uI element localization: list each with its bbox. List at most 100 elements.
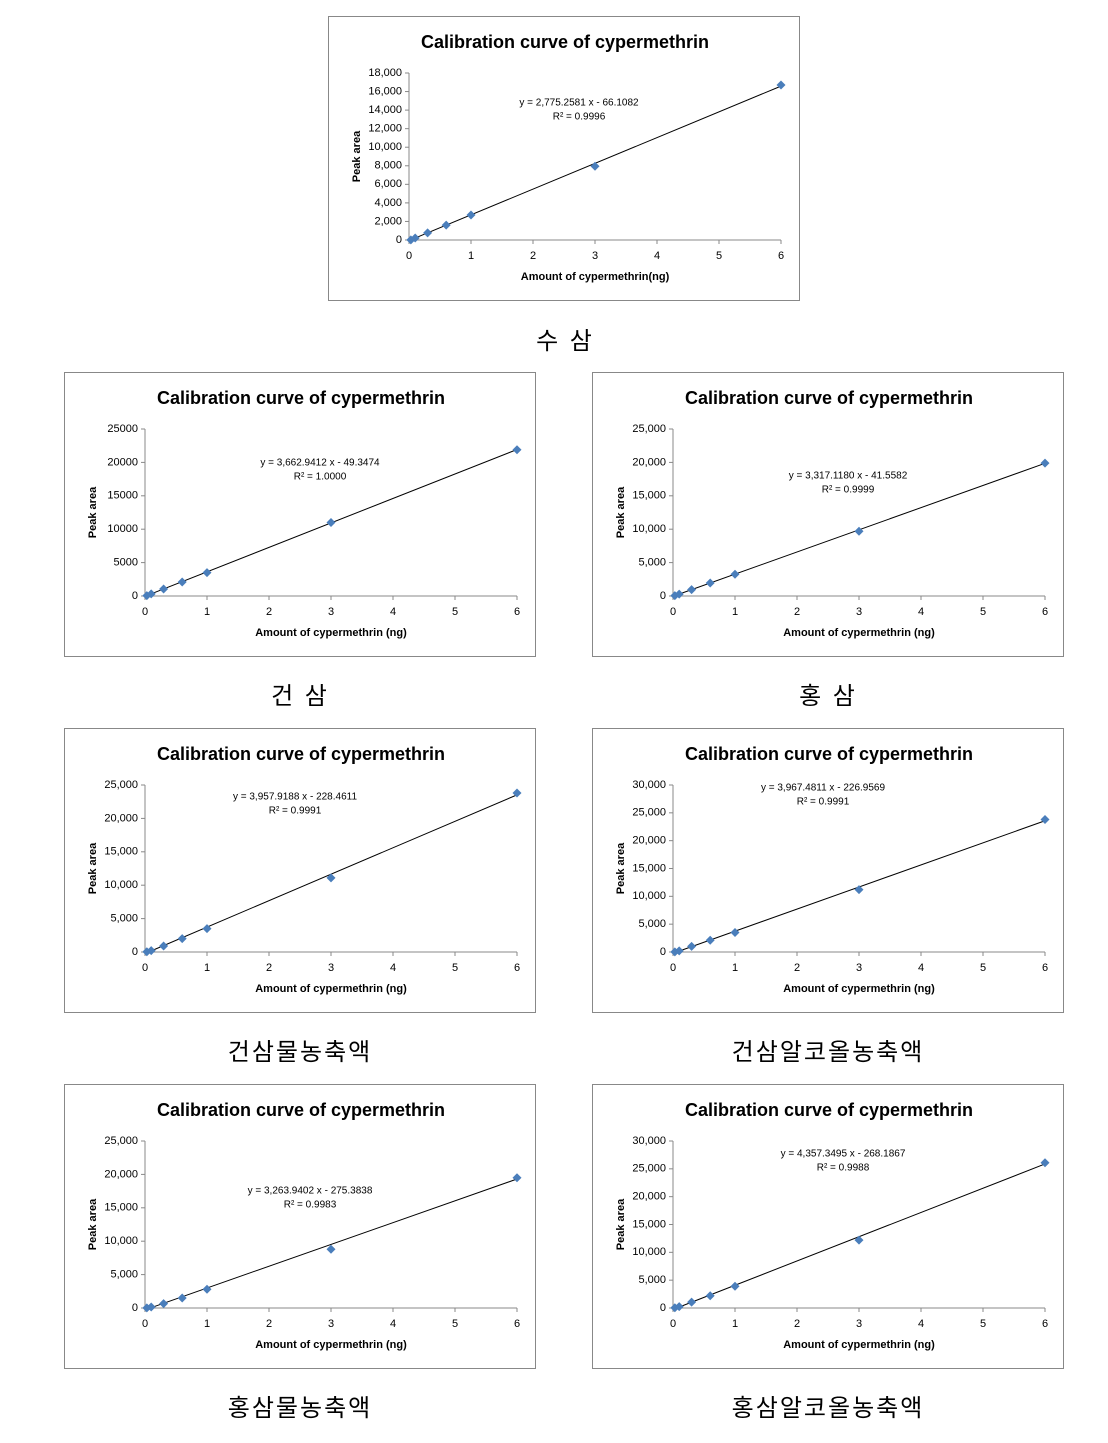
y-tick-label: 10000 [107, 523, 138, 535]
equation: y = 3,662.9412 x - 49.3474 [260, 458, 380, 469]
data-point [512, 1173, 522, 1183]
y-tick-label: 0 [660, 1302, 666, 1314]
y-tick-label: 0 [132, 946, 138, 958]
r-squared: R² = 0.9983 [284, 1200, 337, 1211]
chart-title: Calibration curve of cypermethrin [157, 744, 445, 764]
chart: Calibration curve of cypermethrin 0 5,000 1… [615, 1100, 1050, 1351]
y-tick-label: 20,000 [632, 835, 666, 847]
data-point [202, 924, 212, 934]
data-point [202, 568, 212, 578]
chart-title: Calibration curve of cypermethrin [685, 1100, 973, 1120]
y-tick-label: 14,000 [368, 104, 402, 116]
x-tick-label: 1 [204, 1318, 210, 1330]
x-tick-label: 2 [794, 1318, 800, 1330]
y-axis-label: Peak area [615, 842, 627, 894]
x-tick-label: 3 [328, 1318, 334, 1330]
y-tick-label: 6,000 [374, 178, 402, 190]
data-point [177, 577, 187, 587]
data-point [705, 578, 715, 588]
equation: y = 3,957.9188 x - 228.4611 [233, 792, 358, 803]
caption: 건삼알코올농축액 [731, 1038, 925, 1066]
data-point [159, 584, 169, 594]
x-tick-label: 3 [592, 250, 598, 262]
x-axis-label: Amount of cypermethrin (ng) [783, 1339, 935, 1351]
chart-title: Calibration curve of cypermethrin [685, 388, 973, 408]
data-point [1040, 458, 1050, 468]
chart-panel: Calibration curve of cypermethrin 0 5000 10… [64, 372, 536, 657]
data-point [854, 1235, 864, 1245]
x-tick-label: 1 [732, 606, 738, 618]
chart: Calibration curve of cypermethrin0500010… [87, 388, 522, 639]
x-tick-label: 3 [328, 606, 334, 618]
chart-panel: Calibration curve of cypermethrin 0 2,000 4… [328, 16, 800, 301]
y-tick-label: 10,000 [632, 1246, 666, 1258]
y-tick-label: 5,000 [638, 557, 666, 569]
x-tick-label: 3 [856, 962, 862, 974]
x-tick-label: 2 [794, 606, 800, 618]
x-tick-label: 6 [778, 250, 784, 262]
y-axis-label: Peak area [87, 1198, 99, 1250]
y-tick-label: 15,000 [632, 862, 666, 874]
x-tick-label: 6 [1042, 962, 1048, 974]
r-squared: R² = 0.9999 [822, 485, 875, 496]
y-tick-label: 25,000 [104, 1135, 138, 1147]
x-tick-label: 0 [670, 1318, 676, 1330]
chart-panel: Calibration curve of cypermethrin 0 5,000 1… [64, 728, 536, 1013]
caption: 건삼물농축액 [227, 1038, 373, 1066]
x-tick-label: 3 [328, 962, 334, 974]
y-axis-label: Peak area [87, 842, 99, 894]
y-tick-label: 4,000 [374, 197, 402, 209]
y-tick-label: 12,000 [368, 123, 402, 135]
x-tick-label: 5 [452, 962, 458, 974]
x-tick-label: 6 [514, 1318, 520, 1330]
data-point [776, 80, 786, 90]
data-point [854, 526, 864, 536]
chart-panel: Calibration curve of cypermethrin 0 5,000 1… [592, 372, 1064, 657]
data-point [326, 518, 336, 528]
y-tick-label: 18,000 [368, 67, 402, 79]
x-tick-label: 4 [654, 250, 660, 262]
y-tick-label: 5,000 [110, 913, 138, 925]
x-tick-label: 5 [452, 606, 458, 618]
x-tick-label: 4 [918, 962, 924, 974]
x-tick-label: 0 [670, 606, 676, 618]
x-tick-label: 5 [716, 250, 722, 262]
y-tick-label: 0 [396, 234, 402, 246]
x-tick-label: 6 [514, 962, 520, 974]
data-point [687, 941, 697, 951]
trendline [674, 1163, 1046, 1310]
data-point [177, 934, 187, 944]
x-tick-label: 2 [794, 962, 800, 974]
x-axis-label: Amount of cypermethrin (ng) [255, 1339, 407, 1351]
chart-title: Calibration curve of cypermethrin [157, 1100, 445, 1120]
equation: y = 2,775.2581 x - 66.1082 [519, 98, 639, 109]
x-tick-label: 0 [142, 1318, 148, 1330]
chart: Calibration curve of cypermethrin 0 5,000 1… [87, 1100, 522, 1351]
x-tick-label: 6 [1042, 1318, 1048, 1330]
data-point [854, 885, 864, 895]
data-point [705, 1291, 715, 1301]
x-tick-label: 4 [390, 1318, 396, 1330]
data-point [1040, 1158, 1050, 1168]
y-tick-label: 10,000 [104, 1235, 138, 1247]
r-squared: R² = 0.9996 [553, 112, 606, 123]
x-tick-label: 5 [980, 1318, 986, 1330]
x-tick-label: 0 [142, 606, 148, 618]
x-tick-label: 2 [266, 606, 272, 618]
equation: y = 3,317.1180 x - 41.5582 [789, 471, 908, 482]
y-tick-label: 15,000 [632, 1218, 666, 1230]
data-point [512, 445, 522, 455]
x-axis-label: Amount of cypermethrin (ng) [255, 627, 407, 639]
chart-panel: Calibration curve of cypermethrin 0 5,000 1… [592, 1084, 1064, 1369]
chart: Calibration curve of cypermethrin 0 2,000 4… [351, 32, 786, 283]
data-point [142, 591, 152, 601]
data-point [705, 935, 715, 945]
x-tick-label: 5 [980, 606, 986, 618]
equation: y = 3,263.9402 x - 275.3838 [248, 1186, 373, 1197]
y-tick-label: 10,000 [368, 141, 402, 153]
data-point [687, 1297, 697, 1307]
x-tick-label: 3 [856, 1318, 862, 1330]
y-tick-label: 10,000 [632, 523, 666, 535]
y-tick-label: 30,000 [632, 1135, 666, 1147]
